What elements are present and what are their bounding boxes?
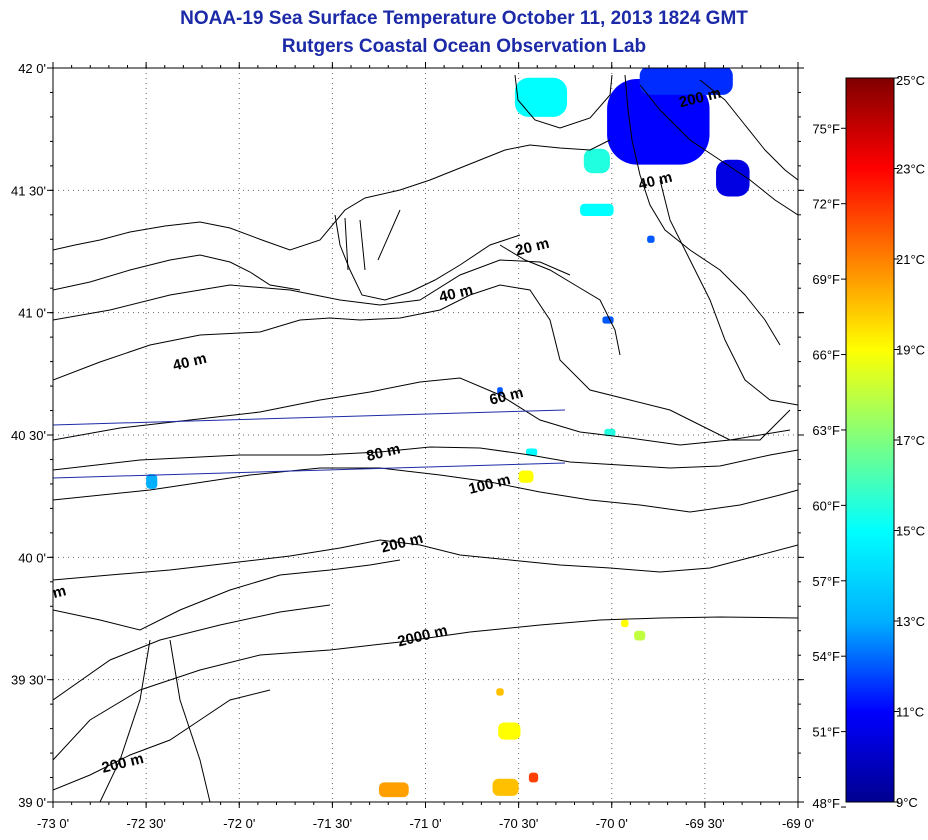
contour-label-9: 200 m [100,750,145,777]
sst-patch-14 [498,722,521,740]
colorbar-c-label-0: 25°C [896,73,925,88]
x-tick-label-0: -73 0' [37,816,69,831]
colorbar-f-label-7: 54°F [812,649,840,664]
sst-patch-9 [518,470,534,483]
contour-label-11: m [51,582,68,602]
cape-cod-bay [514,74,613,129]
satellite-track-lines [52,409,566,479]
sst-patch-17 [492,778,519,796]
sst-patch-7 [146,474,158,489]
sst-patch-18 [528,772,539,783]
graticule-grid [52,67,799,803]
colorbar-c-label-2: 21°C [896,252,925,267]
x-tick-label-2: -72 0' [223,816,255,831]
y-tick-label-4: 40 0' [18,550,46,565]
contour-label-2: 40 m [171,350,208,375]
contour-slope-a [53,604,331,701]
x-tick-label-6: -70 0' [596,816,628,831]
colorbar-c-label-5: 15°C [896,524,925,539]
contour-label-5: 80 m [365,440,402,465]
track-line-2 [52,462,566,479]
colorbar-f-label-6: 57°F [812,574,840,589]
contour-slope-c [169,639,211,802]
colorbar-f-label-0: 75°F [812,121,840,136]
contour-label-8: 2000 m [396,622,449,651]
contour-label-6: 100 m [467,471,512,498]
map-axes: -73 0' -72 30' -72 0' -71 30' -71 0' -70 30' -… [11,61,814,831]
colorbar-f-label-5: 60°F [812,498,840,513]
colorbar-c-label-4: 17°C [896,433,925,448]
sst-patch-16 [378,782,409,798]
x-tick-label-4: -71 0' [409,816,441,831]
contour-200m [53,539,798,581]
sst-patch-4 [716,159,750,197]
sst-patch-6 [602,316,614,324]
contour-60m [53,377,791,446]
sst-patch-13 [634,630,646,641]
contour-label-7: 200 m [379,530,424,557]
contour-gom-2 [699,79,798,181]
contour-label-3: 40 m [637,169,674,194]
colorbar-f-label-9: 48°F [812,796,840,811]
contour-80m [53,446,798,471]
contour-200m-slope [53,559,401,631]
colorbar-c-label-7: 11°C [896,705,924,720]
contour-2000m [53,616,798,761]
contour-20m [53,259,571,321]
colorbar-f-label-2: 69°F [812,272,840,287]
colorbar-c-label-6: 13°C [896,614,925,629]
map-title: NOAA-19 Sea Surface Temperature October … [180,8,748,29]
contour-label-1: 40 m [437,281,474,306]
x-tick-label-1: -72 30' [126,816,165,831]
contour-label-0: 20 m [514,235,551,260]
coastline-ma [499,244,621,356]
contour-200m-canyon [53,689,271,791]
sst-patch-10 [604,428,616,437]
x-tick-label-3: -71 30' [313,816,352,831]
sst-patch-0 [514,77,568,117]
colorbar-c-label-3: 19°C [896,343,925,358]
y-tick-label-0: 42 0' [18,61,46,76]
colorbar-f-label-8: 51°F [812,725,840,740]
sst-patch-8 [526,448,538,456]
track-line-1 [52,409,566,426]
coastline-south-shore [53,254,301,291]
x-tick-label-8: -69 0' [782,816,814,831]
sst-patch-15 [496,688,504,696]
sst-patch-5 [580,203,614,217]
sst-patch-1 [583,148,610,174]
contour-gom [639,84,798,216]
colorbar [845,77,895,803]
contour-shoals [659,179,798,406]
coastline-cape-cod [624,74,781,346]
contour-40m [53,284,791,441]
colorbar-f-label-1: 72°F [812,197,840,212]
colorbar-labels: 25°C 23°C 21°C 19°C 17°C 15°C 13°C 11°C 9°C 75°F 7… [812,73,925,811]
colorbar-c-label-8: 9°C [896,795,918,810]
coastline-long-island [53,139,611,251]
x-tick-label-7: -69 30' [685,816,724,831]
colorbar-c-label-1: 23°C [896,162,925,177]
sst-patch-12 [621,619,629,628]
y-tick-label-3: 40 30' [11,428,46,443]
sst-patch-11 [497,387,503,395]
y-tick-label-6: 39 0' [18,795,46,810]
y-tick-label-5: 39 30' [11,673,46,688]
x-tick-label-5: -70 30' [499,816,538,831]
contour-100m [53,467,798,513]
contour-labels: 20 m 40 m 40 m 40 m 60 m 80 m 100 m 200 m 2000 m… [51,84,723,776]
coastline-and-contours [53,74,798,802]
colorbar-f-label-3: 66°F [812,348,840,363]
contour-narr-bay [344,209,401,271]
coastline-ri [334,214,521,301]
map-subtitle: Rutgers Coastal Ocean Observation Lab [281,36,647,57]
contour-slope-b [99,639,151,802]
colorbar-f-label-4: 63°F [812,423,840,438]
y-tick-label-2: 41 0' [18,306,46,321]
y-tick-label-1: 41 30' [11,183,46,198]
sst-patch-19 [647,235,655,243]
contour-label-4: 60 m [488,384,525,409]
